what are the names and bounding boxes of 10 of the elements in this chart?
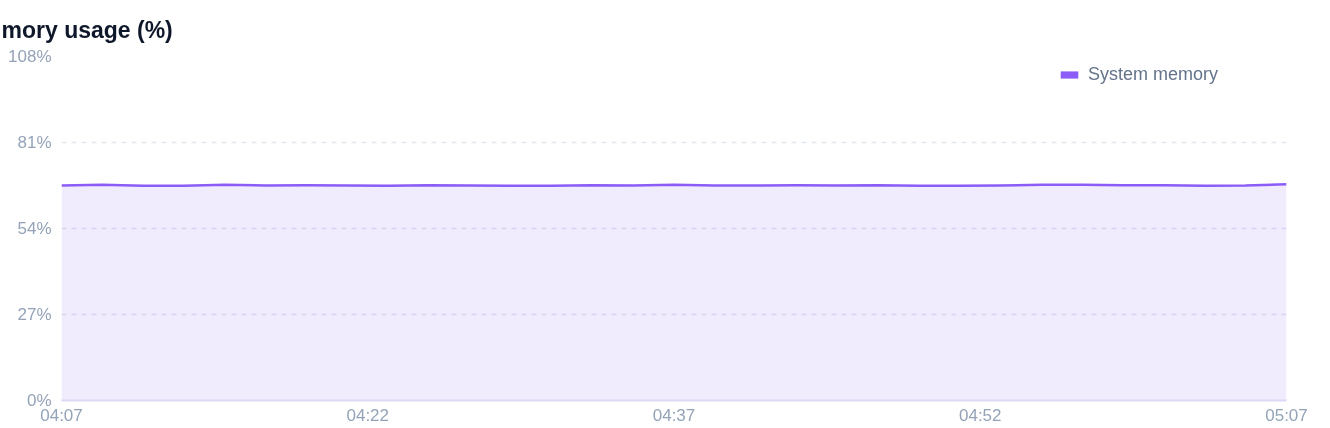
chart-title: mory usage (%): [1, 16, 173, 43]
y-tick-label: 108%: [8, 47, 52, 66]
legend-label: System memory: [1088, 64, 1219, 85]
x-tick-label: 04:52: [958, 405, 1002, 425]
y-tick-label: 54%: [17, 219, 52, 238]
y-tick-label: 81%: [17, 133, 52, 152]
x-tick-label: 05:07: [1265, 405, 1308, 425]
y-tick-label: 27%: [17, 305, 52, 324]
x-tick-label: 04:37: [652, 405, 696, 425]
x-tick-label: 04:22: [346, 405, 390, 425]
